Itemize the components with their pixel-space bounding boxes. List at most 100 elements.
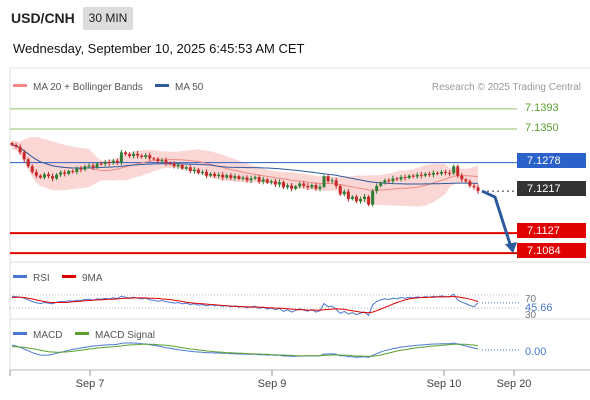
candle [286, 183, 290, 190]
candle [26, 157, 30, 168]
candle [241, 175, 245, 181]
candle-body [452, 166, 456, 174]
candle-body [338, 185, 342, 195]
candle-body [144, 155, 148, 157]
candle-body [383, 180, 387, 183]
candle-body [22, 152, 26, 160]
candle-body [310, 185, 314, 188]
candle [99, 161, 103, 166]
candle [156, 157, 160, 164]
candle-body [140, 155, 144, 157]
candle [213, 171, 217, 178]
candle [119, 149, 123, 166]
candle-body [71, 171, 75, 172]
candle-body [273, 181, 277, 185]
candle [184, 165, 188, 171]
candle [249, 175, 253, 184]
rsi-lines [10, 293, 520, 317]
candle [367, 195, 371, 207]
candle [46, 171, 50, 179]
candle [196, 167, 200, 175]
candle [310, 183, 314, 189]
candle [334, 177, 338, 189]
candle-body [14, 144, 18, 147]
level-r2-label: 7.1393 [525, 102, 559, 114]
candle-body [419, 174, 423, 176]
candle [22, 149, 26, 163]
candle-body [225, 175, 229, 178]
candle-body [423, 173, 427, 176]
candle-body [42, 174, 46, 178]
candle [10, 141, 14, 147]
candle-body [415, 174, 419, 177]
candle [128, 152, 132, 158]
ma50-legend-label: MA 50 [175, 82, 204, 93]
candle [403, 174, 407, 181]
candle-body [46, 174, 50, 177]
candle [265, 178, 269, 185]
candle [456, 164, 460, 178]
candle [350, 195, 354, 201]
candle [379, 181, 383, 188]
candle [188, 164, 192, 174]
candle-body [346, 191, 350, 199]
candle [42, 172, 46, 180]
candle-body [354, 196, 358, 202]
candle [444, 169, 448, 176]
candle-body [371, 191, 375, 205]
candle [302, 181, 306, 189]
bollinger-band [12, 137, 478, 207]
candle-body [128, 154, 132, 157]
ma20-legend-swatch [13, 84, 27, 87]
macd-signal-line [12, 343, 479, 357]
candle [63, 169, 67, 177]
candle [164, 157, 168, 166]
candle [306, 183, 310, 191]
candle-body [200, 171, 204, 173]
candle [115, 158, 119, 165]
rsi-ma-legend-swatch [62, 275, 76, 278]
candle [245, 175, 249, 183]
candle [326, 174, 330, 184]
candle-body [10, 143, 14, 145]
x-axis: Sep 7 Sep 9 Sep 10 Sep 20 [9, 370, 532, 390]
candle-body [34, 171, 38, 176]
candle [318, 184, 322, 192]
bollinger-band-area [12, 137, 478, 207]
candle-body [281, 182, 285, 188]
candle-body [468, 181, 472, 186]
candle-body [440, 171, 444, 174]
candle [363, 193, 367, 202]
candle-body [115, 160, 119, 163]
horizontal-levels [10, 108, 517, 255]
candle-body [111, 160, 115, 164]
candle-body [103, 162, 107, 164]
candle [51, 173, 55, 182]
timeframe-button[interactable]: 30 MIN [83, 7, 133, 30]
candle-body [444, 171, 448, 173]
candle [354, 194, 358, 204]
candle [342, 189, 346, 197]
candle-body [156, 158, 160, 162]
candle-body [330, 180, 334, 182]
rsi-legend-swatch [13, 275, 27, 278]
candle-body [172, 163, 176, 167]
candle [440, 170, 444, 176]
x-label-sep20: Sep 20 [497, 378, 532, 390]
candle [464, 178, 468, 183]
level-pivot-label: 7.1278 [527, 155, 561, 167]
candle [387, 178, 391, 184]
candle-body [188, 167, 192, 171]
current-price-tag [517, 181, 586, 196]
level-s1-label: 7.1127 [527, 225, 560, 237]
projection-arrow [481, 189, 517, 254]
candle [225, 173, 229, 180]
level-s1-tag [517, 223, 586, 238]
candle [18, 144, 22, 155]
candle-body [290, 185, 294, 189]
candle [229, 173, 233, 181]
projection-arrow-head [505, 242, 517, 254]
candle-body [403, 177, 407, 179]
candle-body [123, 152, 127, 155]
